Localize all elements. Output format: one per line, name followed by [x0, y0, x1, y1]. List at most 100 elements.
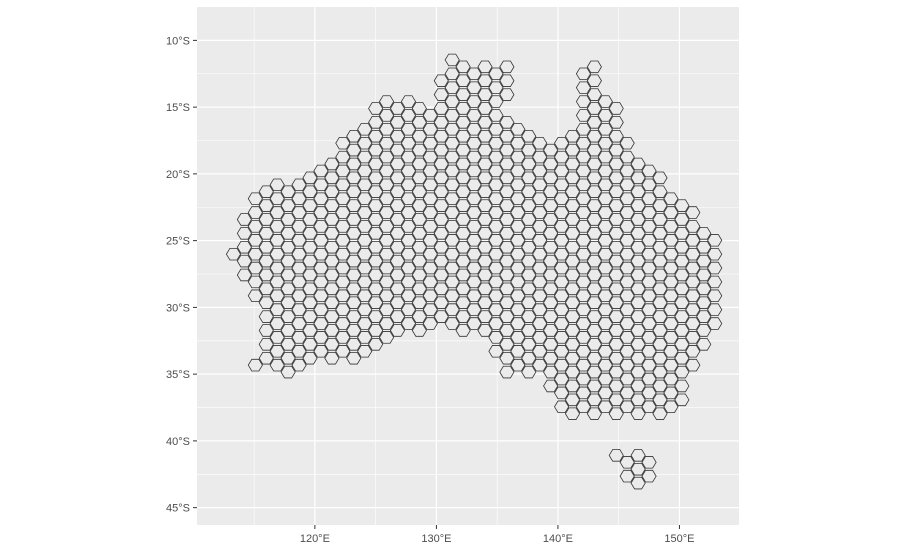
hex-cell [641, 247, 657, 261]
hex-cell [641, 303, 657, 316]
hex-cell [696, 268, 712, 282]
hex-cell [379, 164, 395, 178]
hex-cell [630, 462, 646, 476]
hex-cell [630, 296, 646, 309]
hex-cell [247, 206, 263, 219]
hex-cell [630, 227, 646, 240]
hex-cell [586, 338, 602, 351]
hex-cell [608, 157, 624, 171]
hex-cell [236, 240, 252, 254]
hex-cell [444, 53, 460, 67]
hex-cell [313, 234, 329, 247]
hex-cell [564, 351, 581, 365]
hex-cell [488, 345, 504, 358]
hex-cell [586, 296, 602, 309]
hex-cell [422, 178, 438, 192]
hex-cell [302, 338, 318, 351]
hex-cell [379, 234, 395, 247]
hex-cell [444, 261, 460, 275]
hex-cell [554, 358, 570, 372]
hex-cell [291, 317, 307, 330]
hex-cell [444, 192, 460, 205]
hex-cell [499, 157, 515, 171]
hex-cell [335, 220, 351, 233]
hex-cell [619, 136, 635, 150]
hex-cell [630, 407, 646, 420]
hex-cell [357, 317, 373, 330]
hex-cell [488, 95, 504, 108]
hex-cell [619, 469, 635, 483]
hex-cell [389, 240, 406, 254]
hex-cell [433, 102, 449, 115]
hex-cell [499, 88, 515, 101]
hex-cell [597, 275, 613, 289]
hex-cell [477, 296, 493, 309]
hex-cell [291, 206, 307, 219]
hex-cell [575, 331, 591, 344]
hex-cell [477, 324, 493, 337]
hex-cell [564, 338, 581, 351]
hex-cell [258, 213, 274, 226]
hex-cell [280, 310, 296, 323]
hex-cell [346, 143, 362, 157]
hex-cell [499, 351, 515, 365]
hex-cell [422, 123, 438, 136]
hex-cell [707, 275, 723, 289]
hex-cell [313, 345, 329, 358]
hex-cell [400, 136, 416, 150]
hex-cell [477, 227, 493, 240]
hex-cell [685, 317, 701, 330]
hex-cell [444, 123, 460, 136]
hex-cell [368, 338, 384, 351]
hex-cell [641, 386, 657, 400]
hex-cell [543, 282, 559, 296]
hex-cell [663, 331, 679, 344]
hex-cell [357, 275, 373, 289]
hex-cell [411, 130, 427, 143]
hex-cell [597, 136, 613, 150]
hex-cell [379, 317, 395, 330]
hex-cell [608, 296, 624, 309]
hex-cell [411, 324, 427, 337]
hex-cell [433, 157, 449, 171]
hex-cell [455, 227, 471, 240]
hex-cell [554, 206, 570, 219]
x-tick-label: 150°E [664, 533, 694, 545]
hex-cell [641, 164, 657, 178]
hex-cell [619, 331, 635, 344]
hex-cell [324, 227, 340, 240]
hex-cell [422, 303, 438, 316]
hex-cell [258, 296, 274, 309]
hex-cell [455, 88, 471, 101]
hex-cell [236, 213, 252, 226]
hex-cell [630, 476, 646, 490]
hex-cell [499, 268, 515, 282]
hex-cell [674, 351, 690, 365]
hex-cell [685, 303, 701, 316]
hex-cell [269, 345, 285, 358]
hex-cell [575, 81, 591, 94]
hex-cell [269, 206, 285, 219]
hex-cell [466, 178, 482, 192]
hex-cell [663, 192, 679, 205]
hex-cell [324, 254, 340, 268]
hex-cell [543, 296, 559, 309]
hex-cell [597, 358, 613, 372]
hex-cell [663, 345, 679, 358]
hex-cell [499, 213, 515, 226]
hex-cell [422, 234, 438, 247]
hex-cell [346, 268, 362, 282]
hex-cell [433, 171, 449, 185]
hex-cell [357, 261, 373, 275]
hex-cell [521, 296, 537, 309]
hex-cell [379, 220, 395, 233]
hex-cell [411, 199, 427, 212]
hex-cell [641, 372, 657, 386]
hex-cell [652, 365, 668, 379]
hex-cell [543, 227, 559, 240]
hex-cell [379, 150, 395, 164]
hex-cell [564, 130, 581, 143]
hex-cell [488, 331, 504, 344]
hex-cell [400, 289, 416, 303]
hex-cell [422, 220, 438, 233]
